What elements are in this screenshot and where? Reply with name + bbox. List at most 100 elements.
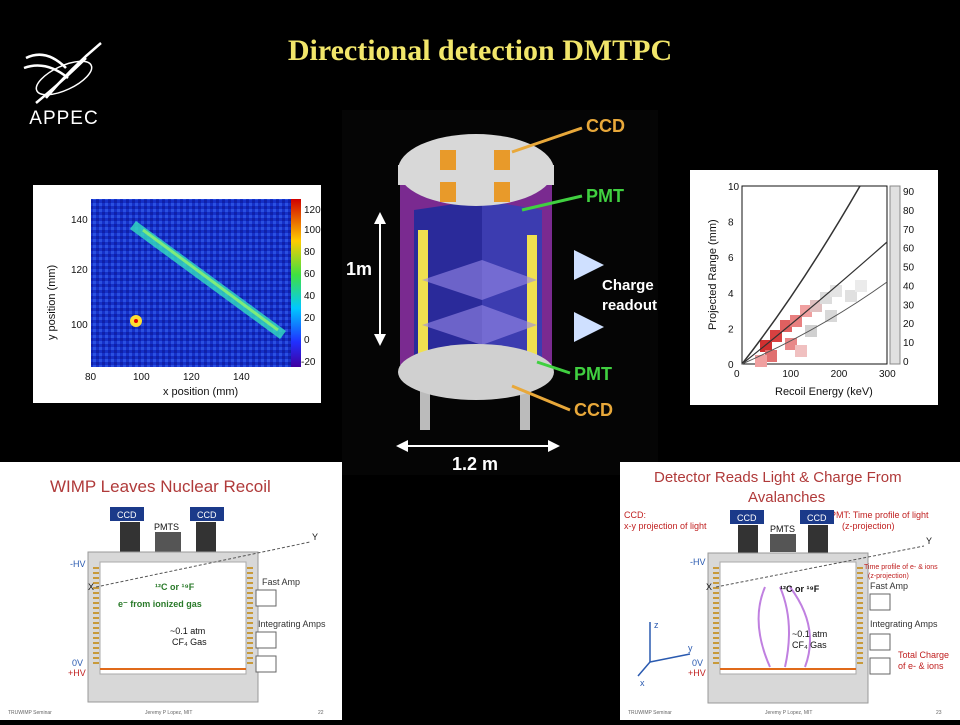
chart-y-tick: 8 xyxy=(728,218,734,229)
chart-y-tick: 2 xyxy=(728,324,734,335)
detector-illustration: CCD PMT 1m Charge readout PMT CCD 1.2 m xyxy=(342,110,658,475)
detector-leg xyxy=(420,375,430,430)
chart-cbar-tick: 50 xyxy=(903,263,915,274)
pmt-top-label: PMT xyxy=(586,186,624,206)
chart-colorbar xyxy=(889,185,901,365)
total-charge-note: of e- & ions xyxy=(898,661,944,671)
z-axis-label: z xyxy=(654,620,659,630)
density-bin xyxy=(785,338,797,350)
chart-cbar-tick: 80 xyxy=(903,206,915,217)
cbar-tick: 20 xyxy=(304,313,316,324)
pmt-bottom-label: PMT xyxy=(574,364,612,384)
density-bin xyxy=(855,280,867,292)
ccd-top-label: CCD xyxy=(586,116,625,136)
chart-x-tick: 0 xyxy=(734,369,740,380)
slide-wimp-recoil: WIMP Leaves Nuclear Recoil CCD CCD PMTS … xyxy=(0,462,342,720)
range-curve xyxy=(741,185,861,365)
chart-xlabel: Recoil Energy (keV) xyxy=(775,386,873,398)
chart-x-tick: 200 xyxy=(831,369,848,380)
x-axis-label: x xyxy=(640,678,645,688)
zero-v-label: 0V xyxy=(692,658,703,668)
density-bin xyxy=(825,310,837,322)
x-axis-label: X xyxy=(706,582,712,592)
ccd-camera xyxy=(494,182,510,202)
cbar-tick: 120 xyxy=(304,205,321,216)
avalanche-tracks xyxy=(757,586,811,668)
slide-footer: TRUWIMP Seminar xyxy=(8,710,52,716)
detector-leg xyxy=(520,378,530,430)
width-label: 1.2 m xyxy=(452,454,498,474)
pmts-label: PMTS xyxy=(154,522,179,532)
heatmap-colorbar xyxy=(291,199,301,367)
range-curve xyxy=(741,281,888,365)
chart-x-tick: 100 xyxy=(782,369,799,380)
density-bin xyxy=(805,325,817,337)
ccd-label: CCD xyxy=(117,510,137,520)
density-bin xyxy=(810,300,822,312)
slide-left-title: WIMP Leaves Nuclear Recoil xyxy=(50,477,271,496)
pmt-note: PMT: Time profile of light xyxy=(830,510,929,520)
ccd-note: CCD: xyxy=(624,510,646,520)
cbar-tick: 100 xyxy=(304,225,321,236)
slide-page-number: 23 xyxy=(936,710,942,716)
chart-cbar-tick: 30 xyxy=(903,300,915,311)
slide-title: Directional detection DMTPC xyxy=(287,34,673,67)
xyz-axes: z y x xyxy=(637,620,693,688)
appec-logo xyxy=(23,42,102,104)
chart-y-tick: 10 xyxy=(728,182,740,193)
ccd-label: CCD xyxy=(197,510,217,520)
y-axis-label: y xyxy=(688,643,693,653)
cbar-tick: -20 xyxy=(301,357,316,368)
x-tick: 80 xyxy=(85,372,97,383)
slide-right-title: Detector Reads Light & Charge From xyxy=(654,469,902,486)
range-energy-panel: 90 80 70 60 50 40 30 20 10 0 0 2 4 6 8 10 0 100 200 300 R… xyxy=(690,170,938,405)
time-profile-note: (z-projection) xyxy=(868,573,909,580)
x-axis-label: X xyxy=(88,582,94,592)
track-heatmap: 120 100 80 60 40 20 0 -20 140 120 100 80… xyxy=(46,199,321,398)
ccd-label: CCD xyxy=(807,513,827,523)
ccd-camera xyxy=(440,182,456,202)
chart-y-tick: 0 xyxy=(728,360,734,371)
chart-y-tick: 6 xyxy=(728,253,734,264)
integrating-amps-label: Integrating Amps xyxy=(870,619,938,629)
track-heatmap-panel: 120 100 80 60 40 20 0 -20 140 120 100 80… xyxy=(33,185,321,403)
fast-amp-label: Fast Amp xyxy=(870,581,908,591)
minus-hv-label: -HV xyxy=(70,559,86,569)
y-tick: 120 xyxy=(71,265,88,276)
ccd-camera xyxy=(494,150,510,170)
chart-y-tick: 4 xyxy=(728,289,734,300)
ccd-label: CCD xyxy=(737,513,757,523)
charge-readout-label: Charge xyxy=(602,277,654,294)
chart-cbar-tick: 90 xyxy=(903,187,915,198)
y-tick: 100 xyxy=(71,320,88,331)
y-axis-label: Y xyxy=(926,536,932,546)
cbar-tick: 60 xyxy=(304,269,316,280)
slide-footer: TRUWIMP Seminar xyxy=(628,710,672,716)
density-bin xyxy=(755,355,767,367)
plus-hv-label: +HV xyxy=(688,668,706,678)
minus-hv-label: -HV xyxy=(690,557,706,567)
ccd-note: x-y projection of light xyxy=(624,521,707,531)
heatmap-xlabel: x position (mm) xyxy=(163,386,238,398)
density-bin xyxy=(830,285,842,297)
chart-cbar-tick: 20 xyxy=(903,319,915,330)
plot-frame xyxy=(741,185,888,365)
x-tick: 100 xyxy=(133,372,150,383)
fast-amp-label: Fast Amp xyxy=(262,577,300,587)
charge-readout-label: readout xyxy=(602,297,657,314)
pmts-label: PMTS xyxy=(770,524,795,534)
density-bin xyxy=(780,320,792,332)
cbar-tick: 40 xyxy=(304,291,316,302)
gas-pressure-label: ~0.1 atm xyxy=(792,629,827,639)
density-bin xyxy=(765,350,777,362)
chart-cbar-tick: 0 xyxy=(903,357,909,368)
density-bin xyxy=(845,290,857,302)
slide-light-charge: Detector Reads Light & Charge From Avala… xyxy=(620,462,960,720)
chart-ylabel: Projected Range (mm) xyxy=(707,219,719,330)
gas-type-label: CF₄ Gas xyxy=(792,640,827,650)
time-profile-note: Time profile of e- & ions xyxy=(864,564,938,571)
gas-type-label: CF₄ Gas xyxy=(172,637,207,647)
cbar-tick: 0 xyxy=(304,335,310,346)
electrode-strip xyxy=(527,235,537,365)
